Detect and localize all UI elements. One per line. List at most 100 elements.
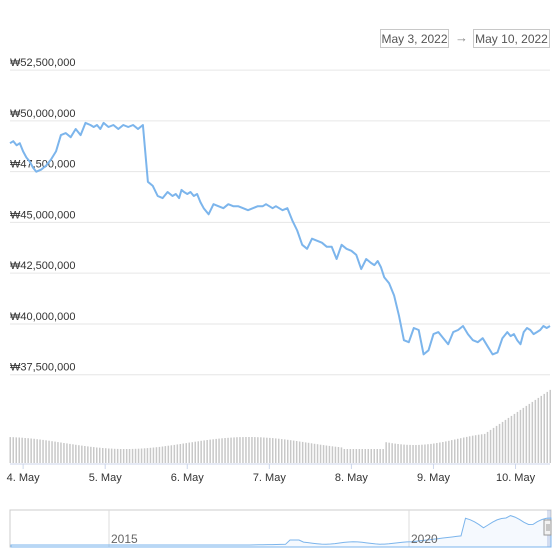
volume-bar xyxy=(203,440,205,463)
volume-bar xyxy=(105,448,107,463)
volume-bar xyxy=(352,449,355,463)
volume-bar xyxy=(251,437,253,463)
volume-bar xyxy=(486,431,489,463)
navigator-label-2020: 2020 xyxy=(411,532,438,546)
x-tick-label: 10. May xyxy=(496,472,536,484)
y-tick-label: ₩52,500,000 xyxy=(10,57,75,69)
volume-bar xyxy=(510,415,513,463)
volume-bar xyxy=(295,441,298,463)
volume-bar xyxy=(480,434,483,463)
volume-bar xyxy=(543,393,545,463)
volume-bar xyxy=(394,443,396,463)
volume-bar xyxy=(30,438,32,463)
y-tick-label: ₩40,000,000 xyxy=(10,311,75,323)
volume-bar xyxy=(227,437,229,463)
volume-bar xyxy=(194,441,196,463)
volume-bar xyxy=(185,443,187,463)
volume-bar xyxy=(388,442,390,463)
volume-bar xyxy=(471,435,474,463)
volume-bar xyxy=(272,438,274,463)
volume-bar xyxy=(403,444,405,463)
volume-bar xyxy=(39,439,41,463)
x-tick-label: 9. May xyxy=(417,472,451,484)
navigator-background xyxy=(9,509,552,548)
volume-bar xyxy=(313,443,316,463)
volume-bar xyxy=(501,421,504,463)
volume-bar xyxy=(424,444,426,463)
x-tick-label: 7. May xyxy=(253,472,287,484)
volume-bar xyxy=(182,443,184,463)
volume-bar xyxy=(242,437,244,463)
volume-bar xyxy=(12,437,14,463)
volume-bar xyxy=(134,448,137,463)
volume-bar xyxy=(504,419,507,463)
x-tick-label: 4. May xyxy=(7,472,41,484)
volume-bar xyxy=(54,441,56,463)
volume-bar xyxy=(513,413,516,463)
volume-bar xyxy=(364,449,366,463)
volume-bar xyxy=(230,437,232,463)
volume-bar xyxy=(155,447,158,463)
volume-bar xyxy=(489,429,492,463)
range-start-input[interactable]: May 3, 2022 xyxy=(380,29,449,48)
volume-bar xyxy=(110,448,113,463)
volume-bar xyxy=(48,440,50,463)
volume-bar xyxy=(397,444,399,463)
volume-bar xyxy=(36,439,38,463)
x-tick-label: 5. May xyxy=(89,472,123,484)
volume-bar xyxy=(298,441,301,463)
volume-bar xyxy=(477,434,480,463)
volume-bar xyxy=(173,444,176,463)
volume-bar xyxy=(140,448,143,463)
volume-bar xyxy=(391,443,393,463)
volume-bar xyxy=(87,446,89,463)
volume-bar xyxy=(9,437,11,463)
volume-bar xyxy=(96,447,98,463)
volume-bar xyxy=(99,447,101,463)
y-tick-label: ₩37,500,000 xyxy=(10,362,75,374)
y-tick-label: ₩50,000,000 xyxy=(10,108,75,120)
volume-bar xyxy=(24,438,26,463)
volume-bar xyxy=(72,444,74,463)
x-tick-label: 6. May xyxy=(171,472,205,484)
volume-bar xyxy=(546,391,548,463)
volume-bar xyxy=(108,448,110,463)
volume-bar xyxy=(495,425,498,463)
volume-bar xyxy=(483,433,486,463)
volume-bar xyxy=(468,436,471,463)
navigator-line xyxy=(10,515,552,548)
volume-bar xyxy=(221,438,223,463)
volume-bar xyxy=(466,436,468,463)
volume-bar xyxy=(122,449,125,463)
volume-bar xyxy=(415,445,417,463)
volume-bar xyxy=(21,437,23,463)
volume-bar xyxy=(289,440,292,463)
volume-bar xyxy=(45,440,47,463)
volume-bar xyxy=(445,441,447,463)
volume-bar xyxy=(367,449,369,463)
volume-bar xyxy=(146,448,149,463)
range-end-input[interactable]: May 10, 2022 xyxy=(473,29,550,48)
volume-bar xyxy=(152,447,155,463)
volume-bar xyxy=(439,442,441,463)
range-arrow-icon: → xyxy=(455,30,468,45)
volume-bar xyxy=(42,439,44,463)
volume-bar xyxy=(116,448,119,463)
volume-bar xyxy=(81,445,83,463)
volume-bar xyxy=(421,444,423,463)
volume-bar xyxy=(406,444,408,463)
price-line xyxy=(9,121,551,356)
volume-bar xyxy=(90,446,92,463)
volume-bar xyxy=(451,440,453,463)
volume-bar xyxy=(427,444,429,463)
volume-bar xyxy=(143,448,146,463)
volume-bar xyxy=(287,439,289,463)
volume-bar xyxy=(125,449,128,463)
volume-bar xyxy=(161,446,164,463)
volume-bar xyxy=(113,448,116,463)
volume-bar xyxy=(531,401,534,463)
volume-bar xyxy=(382,449,384,463)
volume-bar xyxy=(448,440,450,463)
x-axis-labels: 4. May 5. May 6. May 7. May 8. May 9. May 10. … xyxy=(7,464,536,484)
volume-bar xyxy=(281,439,283,463)
